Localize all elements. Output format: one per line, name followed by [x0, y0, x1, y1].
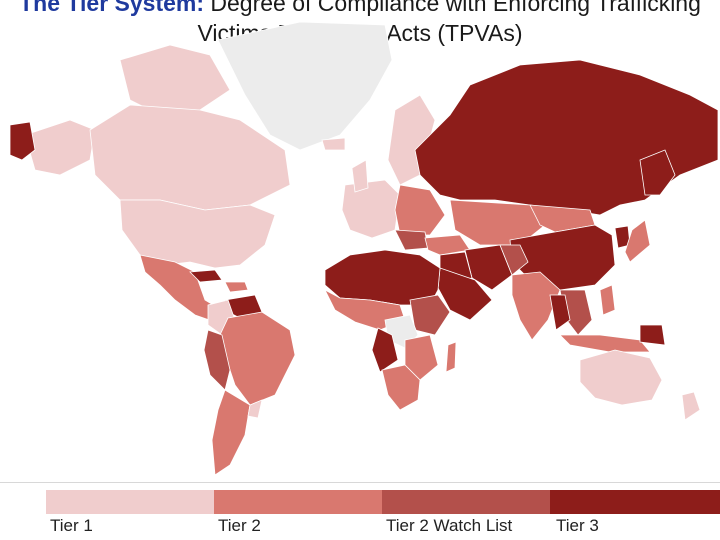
region-southern-africa — [381, 364, 421, 411]
region-russia — [414, 59, 719, 216]
region-chukotka-left — [9, 121, 36, 161]
region-western-europe — [341, 179, 401, 239]
region-argentina — [211, 389, 251, 476]
region-australia — [579, 349, 663, 406]
region-north-africa — [324, 249, 441, 306]
region-brazil — [219, 311, 296, 406]
legend-swatch-tier-2 — [214, 490, 382, 514]
title-prefix: The Tier System: — [19, 0, 205, 16]
region-turkey — [424, 234, 471, 256]
region-central-africa — [371, 327, 399, 373]
region-new-zealand — [681, 391, 701, 421]
region-greenland — [217, 21, 393, 151]
region-alaska — [24, 119, 96, 176]
region-indonesia — [559, 334, 651, 353]
world-tier-map — [9, 21, 719, 476]
title-line-1: The Tier System: Degree of Compliance wi… — [0, 0, 720, 18]
region-afghanistan — [499, 244, 529, 276]
legend-swatch-tier-2-watch-list — [382, 490, 550, 514]
region-madagascar — [445, 341, 457, 373]
region-india — [511, 271, 561, 341]
legend-label-tier-3: Tier 3 — [556, 516, 599, 535]
region-east-africa — [404, 334, 439, 381]
legend-label-tier-2-watch-list: Tier 2 Watch List — [386, 516, 513, 535]
region-thailand-burma — [549, 294, 571, 331]
title-line-1-rest: Degree of Compliance with Enforcing Traf… — [204, 0, 701, 16]
region-kamchatka — [639, 149, 676, 196]
region-eastern-europe — [394, 184, 446, 236]
region-papua — [639, 324, 666, 346]
region-iceland — [321, 137, 346, 151]
region-canada-arctic — [119, 44, 231, 116]
legend-swatch-tier-1 — [46, 490, 214, 514]
region-uruguay — [247, 399, 263, 419]
region-balkans — [394, 229, 429, 251]
region-japan — [624, 219, 651, 263]
legend-label-tier-1: Tier 1 — [50, 516, 93, 535]
region-cuba — [189, 269, 223, 283]
legend-divider — [0, 482, 720, 483]
legend-swatch-tier-3 — [550, 490, 720, 514]
region-uk — [351, 159, 369, 193]
region-canada — [89, 104, 291, 211]
legend-label-tier-2: Tier 2 — [218, 516, 261, 535]
region-caribbean — [224, 281, 249, 293]
region-philippines — [599, 284, 616, 316]
